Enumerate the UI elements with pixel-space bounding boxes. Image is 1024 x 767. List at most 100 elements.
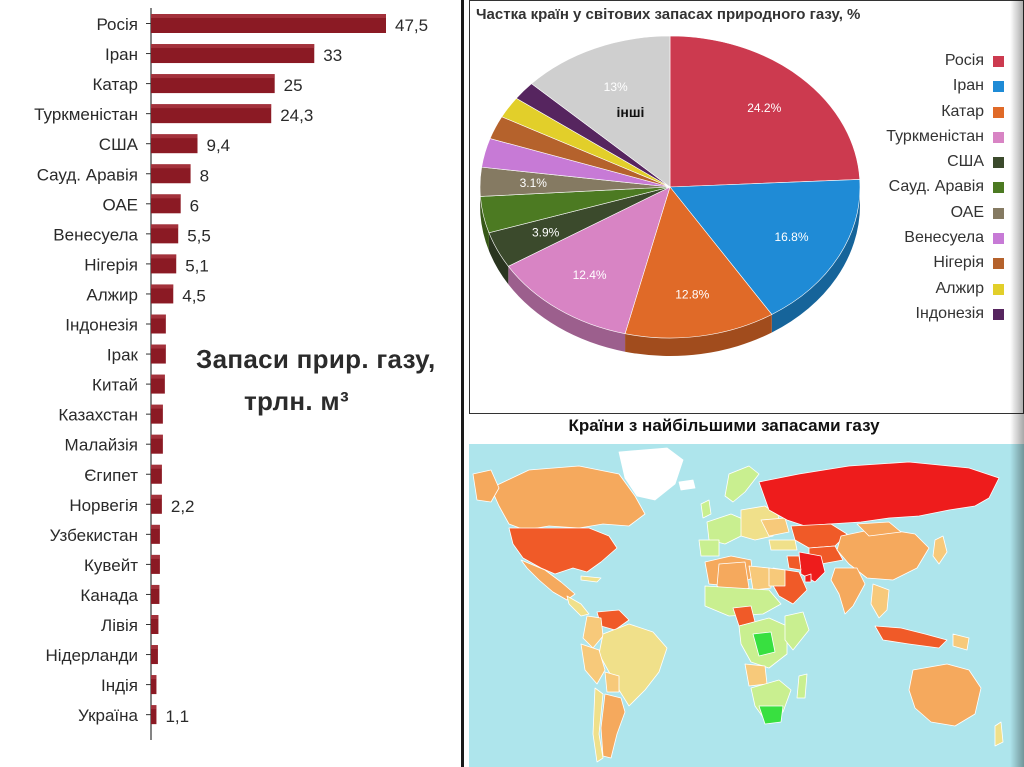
bar-category-label: США xyxy=(99,135,139,154)
bar-highlight xyxy=(151,254,177,259)
bar-category-label: Казахстан xyxy=(58,406,138,425)
pie-value-label: 3.9% xyxy=(532,225,560,239)
bar xyxy=(151,344,166,364)
bar-highlight xyxy=(151,584,160,589)
bar xyxy=(151,645,158,665)
map-region-drc xyxy=(752,631,776,657)
legend-swatch xyxy=(993,157,1004,169)
map-region-russia xyxy=(758,461,1000,527)
map-region-indonesia xyxy=(874,625,948,649)
bar xyxy=(151,494,162,514)
map-region-new-zealand xyxy=(994,721,1004,747)
bar xyxy=(151,554,160,574)
bar-category-label: Україна xyxy=(78,706,138,725)
bar xyxy=(151,254,177,274)
bar-value-label: 2,2 xyxy=(171,497,195,516)
bar-category-label: Туркменістан xyxy=(34,105,138,124)
map-region-libya xyxy=(748,565,772,591)
bar-category-label: Ірак xyxy=(107,346,139,365)
map-region-iran xyxy=(798,551,826,583)
bar xyxy=(151,194,181,214)
bar xyxy=(151,374,165,394)
bar-highlight xyxy=(151,374,165,379)
map-title: Країни з найбільшими запасами газу xyxy=(568,416,880,435)
bar-highlight xyxy=(151,705,157,710)
bar xyxy=(151,434,163,454)
bar xyxy=(151,705,157,725)
map-region-argentina xyxy=(600,693,626,759)
legend-swatch xyxy=(993,233,1004,245)
pie-slice xyxy=(624,186,773,339)
bar-value-label: 47,5 xyxy=(395,16,428,35)
bar-category-label: Норвегія xyxy=(69,496,138,515)
pie-slice xyxy=(669,35,861,188)
map-region-madagascar xyxy=(796,673,808,699)
map-region-canada xyxy=(490,465,646,531)
bar-category-label: Катар xyxy=(93,75,139,94)
bar-chart-title-line1: Запаси прир. газу, xyxy=(196,344,436,374)
map-region-brazil xyxy=(598,623,668,707)
legend-item: ОАЕ xyxy=(860,200,1010,225)
bar xyxy=(151,44,315,64)
map-region-alaska xyxy=(472,469,500,503)
map-region-qatar xyxy=(804,573,812,583)
map-region-spain xyxy=(698,539,720,557)
bar-value-label: 8 xyxy=(200,166,209,185)
bar-value-label: 25 xyxy=(284,76,303,95)
bar-category-label: ОАЕ xyxy=(102,195,138,214)
map-region-chile xyxy=(592,687,604,763)
pie-value-label: 16.8% xyxy=(774,230,808,244)
bar-highlight xyxy=(151,14,386,18)
legend-swatch xyxy=(993,56,1004,67)
bar-highlight xyxy=(151,645,158,650)
map-region-bolivia xyxy=(604,671,620,693)
map-region-mongolia xyxy=(856,521,902,537)
page-edge-shadow xyxy=(1010,0,1024,767)
legend-item: Туркменістан xyxy=(860,124,1010,149)
map-region-east-africa xyxy=(784,611,810,651)
bar-highlight xyxy=(151,494,162,499)
bar xyxy=(151,584,160,604)
legend-item: Індонезія xyxy=(860,301,1010,326)
map-region-mexico xyxy=(520,559,576,601)
bar xyxy=(151,615,159,634)
bar xyxy=(151,74,275,94)
bar-highlight xyxy=(151,104,272,109)
bar-category-label: Канада xyxy=(80,586,138,605)
pie-slice-side xyxy=(625,314,772,356)
bar-value-label: 4,5 xyxy=(182,286,206,305)
pie-slice-side xyxy=(508,266,626,352)
map-region-sahel xyxy=(704,585,782,617)
legend-item: США xyxy=(860,149,1010,174)
legend-item: Росія xyxy=(860,48,1010,73)
bar xyxy=(151,675,157,695)
map-region-norway xyxy=(724,465,760,503)
world-map-panel xyxy=(469,444,1024,767)
bar-highlight xyxy=(151,44,315,49)
legend-label: Алжир xyxy=(935,279,984,297)
bar xyxy=(151,404,163,424)
pie-slice-side xyxy=(480,196,489,251)
legend-label: Туркменістан xyxy=(886,127,984,145)
bar-category-label: Венесуела xyxy=(53,225,138,244)
panel-divider xyxy=(461,0,464,767)
bar-highlight xyxy=(151,464,162,469)
legend-swatch xyxy=(993,258,1004,270)
legend-swatch xyxy=(993,81,1004,93)
pie-value-label: 3.1% xyxy=(520,176,548,190)
legend-item: Катар xyxy=(860,99,1010,124)
bar-value-label: 33 xyxy=(323,46,342,65)
pie-value-label: 12.8% xyxy=(675,287,709,301)
bar-highlight xyxy=(151,615,159,619)
legend-item: Венесуела xyxy=(860,225,1010,250)
map-region-turkey xyxy=(768,539,798,551)
pie-slice-side xyxy=(771,187,860,333)
legend-label: Венесуела xyxy=(904,229,984,247)
legend-label: Катар xyxy=(941,102,984,120)
map-region-india xyxy=(830,567,866,615)
map-region-south-africa xyxy=(758,705,784,725)
map-region-greenland xyxy=(618,447,684,501)
legend-label: ОАЕ xyxy=(950,203,984,221)
map-region-usa xyxy=(508,527,618,575)
legend-label: Сауд. Аравія xyxy=(888,178,984,196)
